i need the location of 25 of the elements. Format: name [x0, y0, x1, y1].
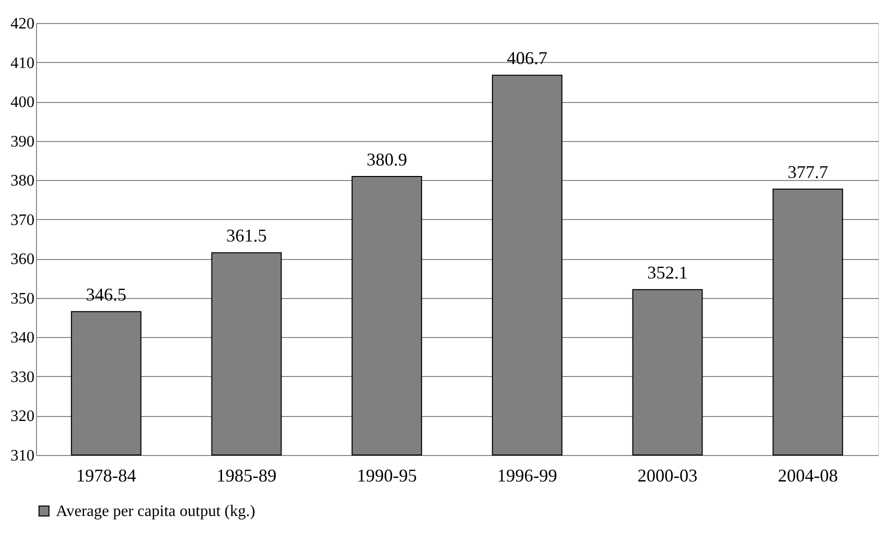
y-tick-label: 380 — [10, 172, 34, 190]
y-tick-label: 360 — [10, 251, 34, 268]
data-label: 346.5 — [86, 284, 126, 305]
y-tick-label: 410 — [10, 54, 34, 72]
data-label: 406.7 — [506, 48, 548, 68]
y-tick-label: 370 — [10, 212, 34, 229]
data-label: 377.7 — [788, 162, 828, 182]
legend-label: Average per capita output (kg.) — [56, 503, 256, 520]
x-tick-label: 2004-08 — [778, 466, 838, 486]
y-tick-label: 420 — [10, 16, 34, 32]
x-tick-label: 1978-84 — [76, 466, 136, 486]
x-tick-label: 1985-89 — [216, 466, 276, 486]
y-tick-label: 320 — [10, 408, 34, 426]
y-tick-label: 330 — [10, 368, 34, 386]
y-tick-label: 340 — [10, 330, 34, 347]
data-label: 361.5 — [226, 226, 267, 246]
data-label: 352.1 — [647, 262, 688, 283]
data-label: 380.9 — [366, 150, 408, 170]
x-tick-label: 2000-03 — [638, 466, 698, 486]
y-tick-label: 350 — [10, 290, 34, 308]
x-tick-label: 1990-95 — [356, 466, 417, 486]
y-tick-label: 310 — [10, 448, 34, 464]
x-tick-label: 1996-99 — [497, 466, 558, 486]
y-tick-label: 390 — [10, 133, 34, 150]
y-tick-label: 400 — [10, 94, 34, 112]
